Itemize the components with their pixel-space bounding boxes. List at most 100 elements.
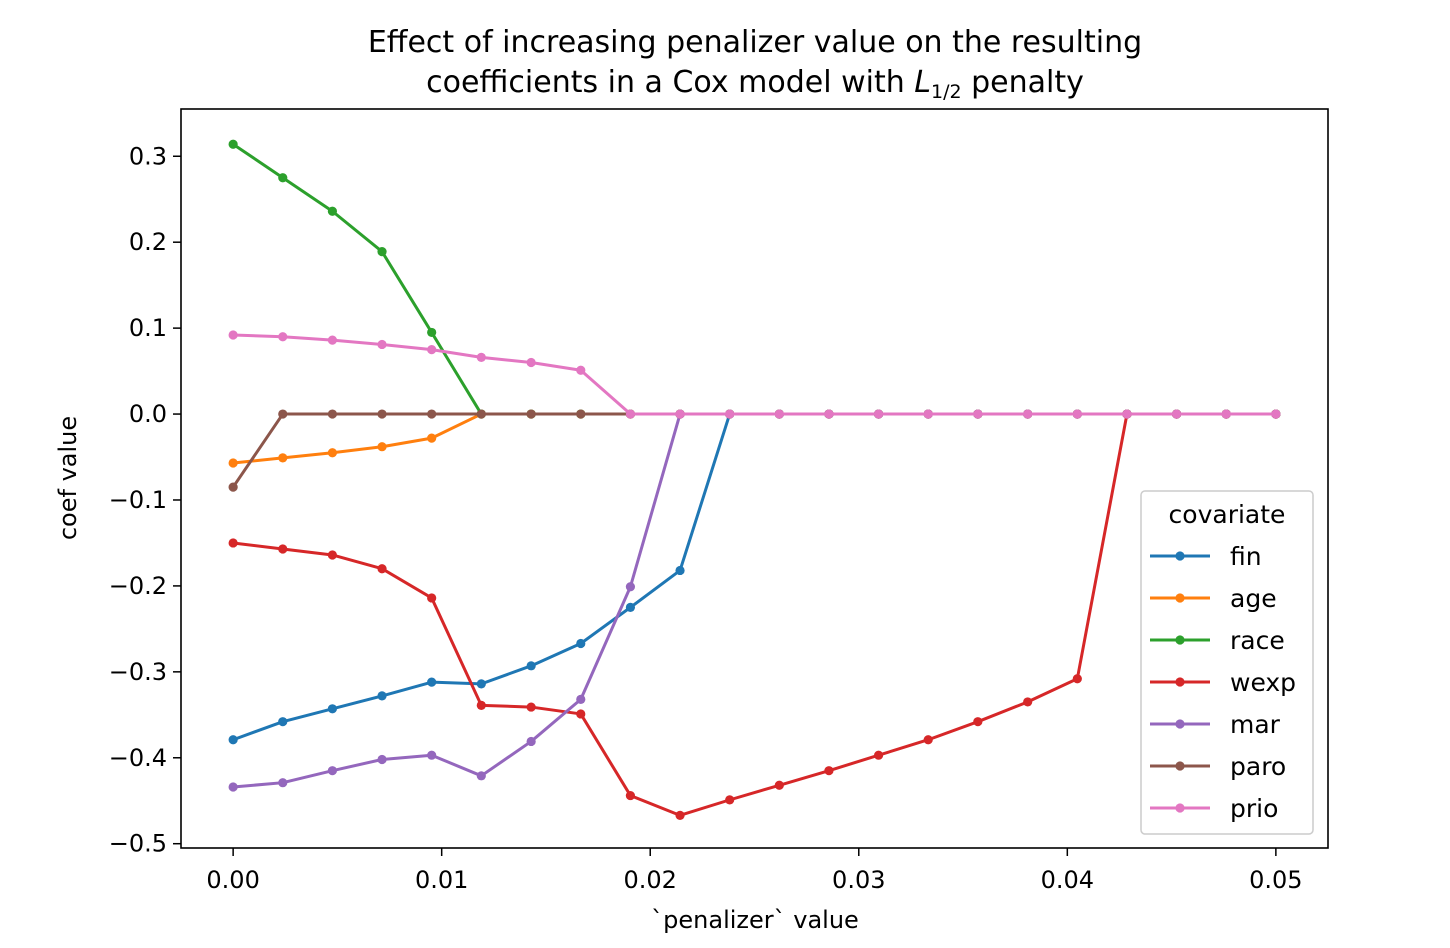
- legend-marker-paro: [1175, 761, 1185, 771]
- data-point-wexp: [476, 700, 486, 710]
- data-point-fin: [625, 602, 636, 612]
- x-tick-label: 0.00: [206, 866, 259, 894]
- data-point-prio: [625, 409, 636, 419]
- data-point-age: [228, 458, 238, 468]
- series-line-race: [232, 142, 1276, 416]
- legend-title: covariate: [1169, 500, 1286, 529]
- legend-box: [1140, 490, 1314, 835]
- x-tick-label: 0.05: [1249, 866, 1302, 894]
- data-point-wexp: [824, 766, 834, 776]
- data-point-fin: [476, 679, 486, 689]
- y-tick-label: 0.3: [129, 142, 167, 170]
- data-point-fin: [675, 565, 685, 576]
- y-axis-label: coef value: [54, 416, 82, 540]
- data-point-paro: [576, 409, 586, 419]
- data-point-prio: [1271, 409, 1281, 419]
- chart-title-l: L: [914, 65, 931, 100]
- legend: covariate fin age race wexp mar paro prio: [1140, 490, 1314, 835]
- data-point-race: [327, 206, 338, 216]
- data-point-prio: [923, 409, 933, 419]
- data-point-fin: [427, 677, 437, 687]
- data-point-prio: [873, 409, 884, 419]
- y-tick-label: 0.1: [129, 314, 167, 342]
- data-point-wexp: [923, 735, 933, 745]
- y-tick-label: −0.2: [109, 572, 167, 600]
- data-point-wexp: [1072, 674, 1082, 684]
- data-point-mar: [526, 736, 536, 747]
- data-point-mar: [228, 782, 238, 792]
- legend-items: fin age race wexp mar paro prio: [1150, 542, 1296, 823]
- data-point-prio: [725, 409, 735, 419]
- chart-title-line2-post: penalty: [962, 65, 1084, 100]
- data-point-race: [377, 247, 387, 257]
- y-tick-label: −0.3: [109, 658, 167, 686]
- data-point-fin: [228, 735, 238, 745]
- data-point-fin: [377, 691, 387, 701]
- series-line-fin: [232, 412, 1276, 742]
- data-point-wexp: [526, 702, 536, 712]
- data-point-age: [377, 442, 387, 452]
- legend-label-race: race: [1230, 626, 1285, 655]
- legend-label-prio: prio: [1230, 794, 1278, 823]
- data-point-prio: [327, 335, 338, 345]
- data-point-mar: [625, 582, 636, 592]
- data-point-prio: [576, 365, 586, 375]
- data-point-prio: [1171, 409, 1182, 419]
- data-point-wexp: [278, 544, 288, 554]
- legend-marker-wexp: [1175, 677, 1185, 687]
- legend-label-fin: fin: [1230, 542, 1262, 571]
- data-point-fin: [327, 704, 338, 714]
- data-point-fin: [278, 717, 288, 727]
- data-point-prio: [526, 357, 536, 368]
- data-point-prio: [377, 339, 387, 350]
- series-line-mar: [233, 412, 1276, 789]
- legend-label-age: age: [1230, 584, 1277, 613]
- legend-marker-race: [1175, 635, 1185, 645]
- y-tick-label: 0.0: [129, 400, 167, 428]
- y-tick-label: −0.1: [109, 486, 167, 514]
- chart-title-line2-pre: coefficients in a Cox model with: [426, 65, 914, 100]
- y-tick-label: −0.5: [109, 830, 167, 858]
- legend-marker-age: [1175, 593, 1185, 603]
- chart-title-sub: 1/2: [931, 81, 962, 103]
- data-point-wexp: [725, 795, 735, 805]
- data-point-wexp: [873, 750, 884, 760]
- data-point-paro: [526, 409, 536, 419]
- chart-title-line2: coefficients in a Cox model with L1/2 pe…: [426, 65, 1084, 103]
- data-point-wexp: [625, 790, 636, 801]
- series-line-prio: [233, 333, 1276, 416]
- data-point-wexp: [1023, 697, 1033, 707]
- data-point-paro: [278, 409, 288, 419]
- data-point-age: [278, 453, 288, 463]
- x-tick-label: 0.01: [415, 866, 468, 894]
- data-point-prio: [1072, 409, 1082, 419]
- data-point-prio: [973, 409, 983, 419]
- x-axis-label: `penalizer` value: [651, 906, 859, 934]
- data-point-wexp: [427, 593, 437, 603]
- data-point-mar: [427, 750, 437, 760]
- data-point-prio: [824, 409, 834, 419]
- data-point-prio: [228, 330, 238, 340]
- data-point-prio: [1023, 409, 1033, 419]
- legend-marker-mar: [1175, 719, 1185, 729]
- data-point-race: [228, 139, 238, 149]
- data-point-age: [427, 433, 437, 443]
- data-point-wexp: [228, 538, 238, 548]
- data-point-fin: [576, 638, 586, 649]
- data-point-mar: [278, 778, 288, 788]
- data-point-prio: [1221, 409, 1231, 419]
- legend-label-wexp: wexp: [1230, 668, 1296, 697]
- data-point-wexp: [327, 550, 338, 560]
- data-point-prio: [476, 352, 486, 362]
- data-point-prio: [774, 409, 784, 419]
- data-point-wexp: [973, 717, 983, 727]
- data-point-mar: [576, 694, 586, 704]
- data-point-wexp: [675, 810, 685, 820]
- data-point-wexp: [774, 780, 784, 790]
- legend-label-mar: mar: [1230, 710, 1281, 739]
- data-point-race: [278, 173, 288, 183]
- data-point-wexp: [377, 564, 387, 574]
- data-point-prio: [1122, 409, 1132, 419]
- chart-title-line1: Effect of increasing penalizer value on …: [368, 25, 1142, 60]
